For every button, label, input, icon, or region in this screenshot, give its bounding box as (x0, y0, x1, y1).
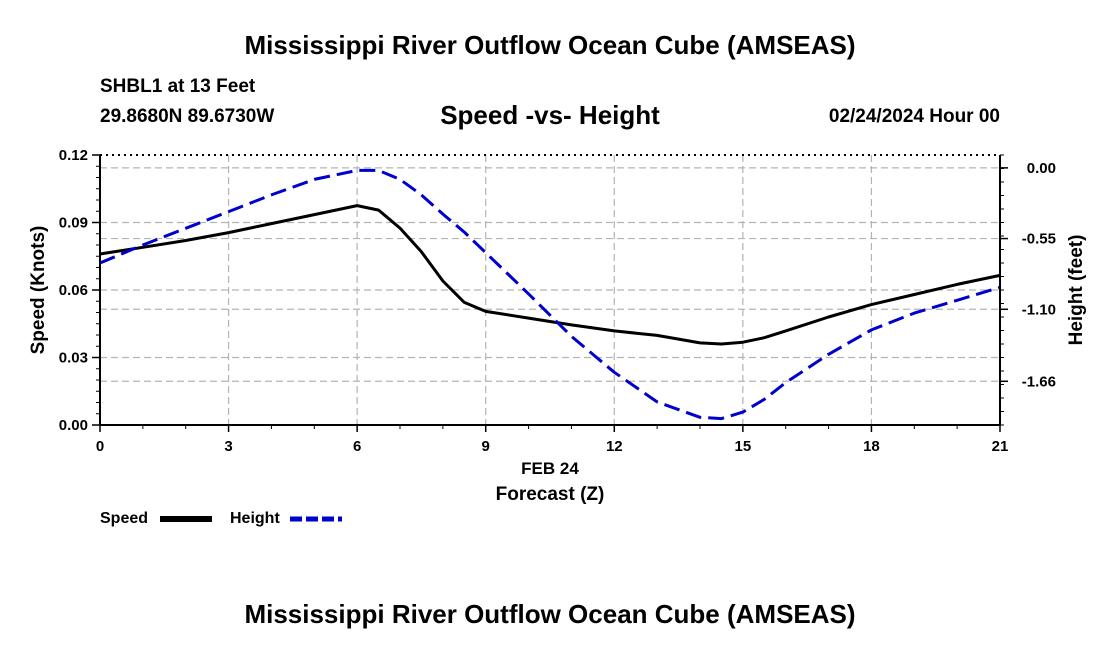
y2-tick-label: -1.66 (1022, 373, 1056, 390)
series-height-line (99, 168, 1001, 421)
legend-height-swatch (290, 516, 342, 522)
legend-height-label: Height (230, 510, 280, 527)
footer-title: Mississippi River Outflow Ocean Cube (AM… (244, 599, 856, 629)
chart-subtitle: Speed -vs- Height (440, 100, 660, 130)
chart-title: Mississippi River Outflow Ocean Cube (AM… (244, 30, 856, 60)
station-label: SHBL1 at 13 Feet (100, 76, 256, 97)
x-tick-label: 9 (482, 438, 490, 455)
y-tick-label: 0.06 (59, 282, 88, 299)
y2-tick-label: 0.00 (1027, 160, 1056, 177)
coordinates-label: 29.8680N 89.6730W (100, 106, 275, 127)
y2-tick-label: -0.55 (1022, 231, 1056, 248)
series-speed-line (99, 204, 1001, 346)
x-tick-label: 21 (992, 438, 1009, 455)
series-layer (99, 168, 1001, 421)
legend-speed-label: Speed (100, 510, 149, 527)
x-tick-label: 18 (863, 438, 880, 455)
x-axis-label: Forecast (Z) (496, 484, 605, 505)
x-tick-label: 15 (735, 438, 752, 455)
y2-axis-label: Height (feet) (1066, 235, 1087, 346)
y-tick-label: 0.12 (59, 147, 88, 164)
y-tick-label: 0.09 (59, 215, 88, 232)
forecast-datetime: 02/24/2024 Hour 00 (828, 106, 1000, 127)
x-tick-label: 0 (96, 438, 104, 455)
x-tick-label: 12 (606, 438, 623, 455)
y-axis-label: Speed (Knots) (28, 226, 49, 355)
axis-layer: 0 3 6 9 12 15 18 21 0.00 0.03 0.06 0.09 0.12 0.00 -0.5… (59, 147, 1056, 455)
y-tick-label: 0.00 (59, 417, 88, 434)
y2-tick-label: -1.10 (1022, 301, 1056, 318)
legend-speed-swatch (160, 516, 212, 522)
y-tick-label: 0.03 (59, 350, 88, 367)
x-axis-sublabel: FEB 24 (521, 459, 579, 478)
x-tick-label: 3 (224, 438, 232, 455)
x-tick-label: 6 (353, 438, 361, 455)
grid-layer (100, 155, 1000, 425)
